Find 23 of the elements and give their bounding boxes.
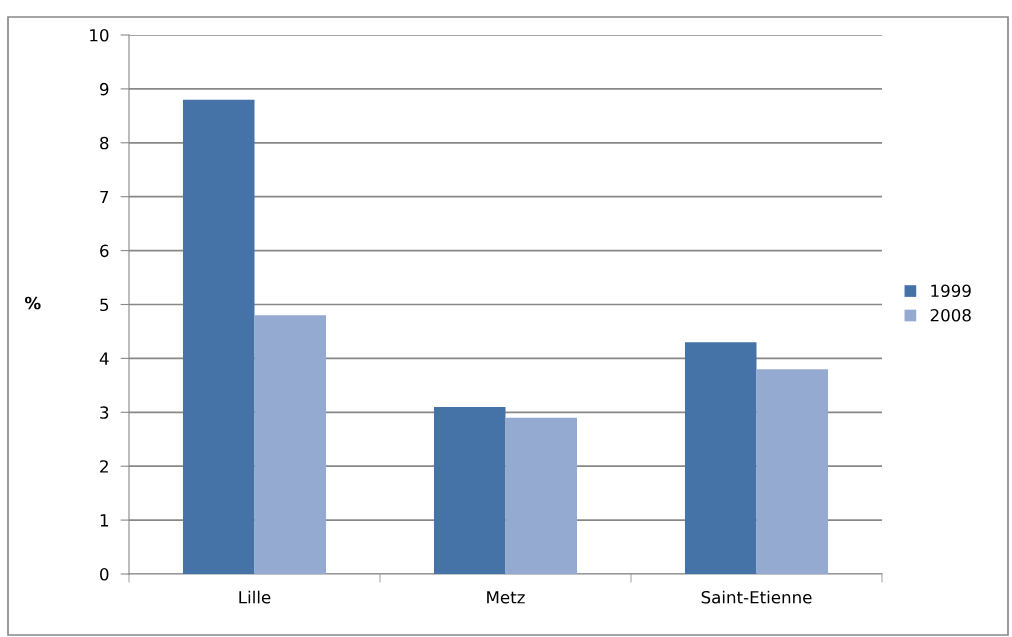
bar xyxy=(254,315,327,574)
bar xyxy=(433,406,506,574)
x-tick-label: Saint-Etienne xyxy=(701,590,812,604)
y-tick-label: 10 xyxy=(90,28,109,42)
y-tick-label: 2 xyxy=(100,460,108,473)
y-tick-label: 9 xyxy=(100,82,109,96)
y-tick-label: 6 xyxy=(100,244,109,258)
y-tick-label: 4 xyxy=(99,352,109,365)
y-tick-label: 0 xyxy=(100,567,109,581)
y-tick-label: 7 xyxy=(100,190,109,204)
bar xyxy=(182,99,255,574)
bar xyxy=(756,369,829,574)
y-tick-label: 5 xyxy=(100,298,109,312)
bar xyxy=(684,342,757,574)
y-tick-label: 8 xyxy=(100,136,109,150)
x-tick-label: Metz xyxy=(487,591,525,604)
bar xyxy=(505,417,578,574)
y-tick-label: 3 xyxy=(100,406,109,419)
y-axis-title: % xyxy=(24,296,41,310)
legend-label: 1999 xyxy=(931,284,971,298)
legend-label: 2008 xyxy=(930,308,971,322)
x-tick-label: Lille xyxy=(239,590,271,604)
y-tick-label: 1 xyxy=(100,514,109,527)
